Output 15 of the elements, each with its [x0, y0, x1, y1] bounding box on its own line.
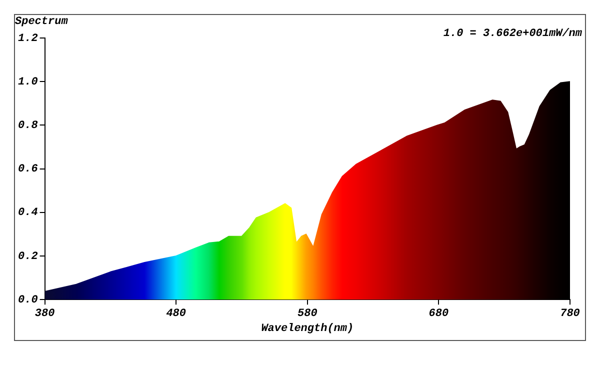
y-tick-label: 0.8	[18, 120, 38, 132]
x-axis-title: Wavelength(nm)	[261, 323, 354, 336]
annotation: 1.0 = 3.662e+001mW/nm	[443, 28, 582, 40]
x-tick-label: 480	[166, 308, 186, 320]
y-tick-label: 0.2	[18, 250, 38, 263]
x-tick-label: 780	[560, 308, 580, 320]
y-tick-label: 1.0	[18, 76, 38, 88]
y-tick-label: 0.0	[18, 294, 38, 306]
y-axis-title: Spectrum	[15, 16, 68, 28]
x-tick-label: 380	[34, 308, 56, 320]
x-tick-label: 580	[297, 308, 318, 320]
y-tick-label: 1.2	[18, 32, 38, 45]
y-tick-label: 0.6	[18, 164, 38, 176]
x-tick-label: 680	[428, 308, 449, 320]
y-tick-label: 0.4	[18, 207, 38, 220]
